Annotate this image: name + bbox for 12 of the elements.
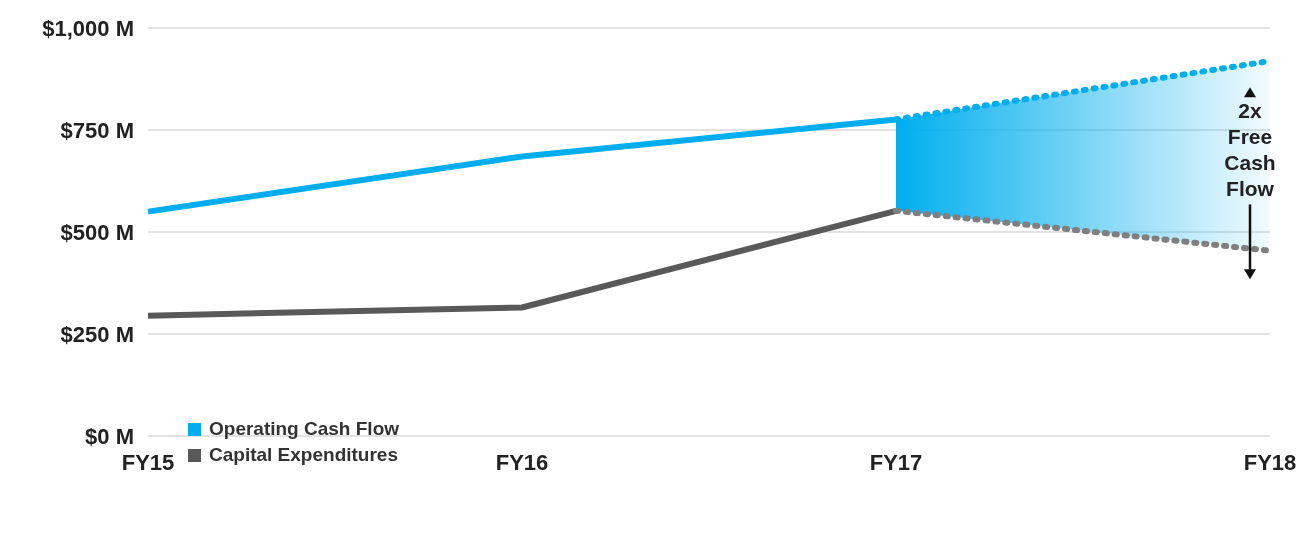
legend-label: Operating Cash Flow [209,418,400,440]
x-tick-label: FY17 [869,449,923,475]
legend-label: Capital Expenditures [209,444,398,466]
x-tick-label: FY16 [495,449,549,475]
y-tick-label: $750 M [60,117,134,143]
annotation: 2x Free Cash Flow [1224,99,1276,201]
x-tick-label: FY18 [1243,449,1297,475]
x-tick-label: FY15 [121,449,175,475]
y-tick-label: $500 M [60,219,134,245]
y-tick-label: $250 M [60,321,134,347]
y-tick-label: $1,000 M [42,15,134,41]
y-tick-label: $0 M [85,423,134,449]
